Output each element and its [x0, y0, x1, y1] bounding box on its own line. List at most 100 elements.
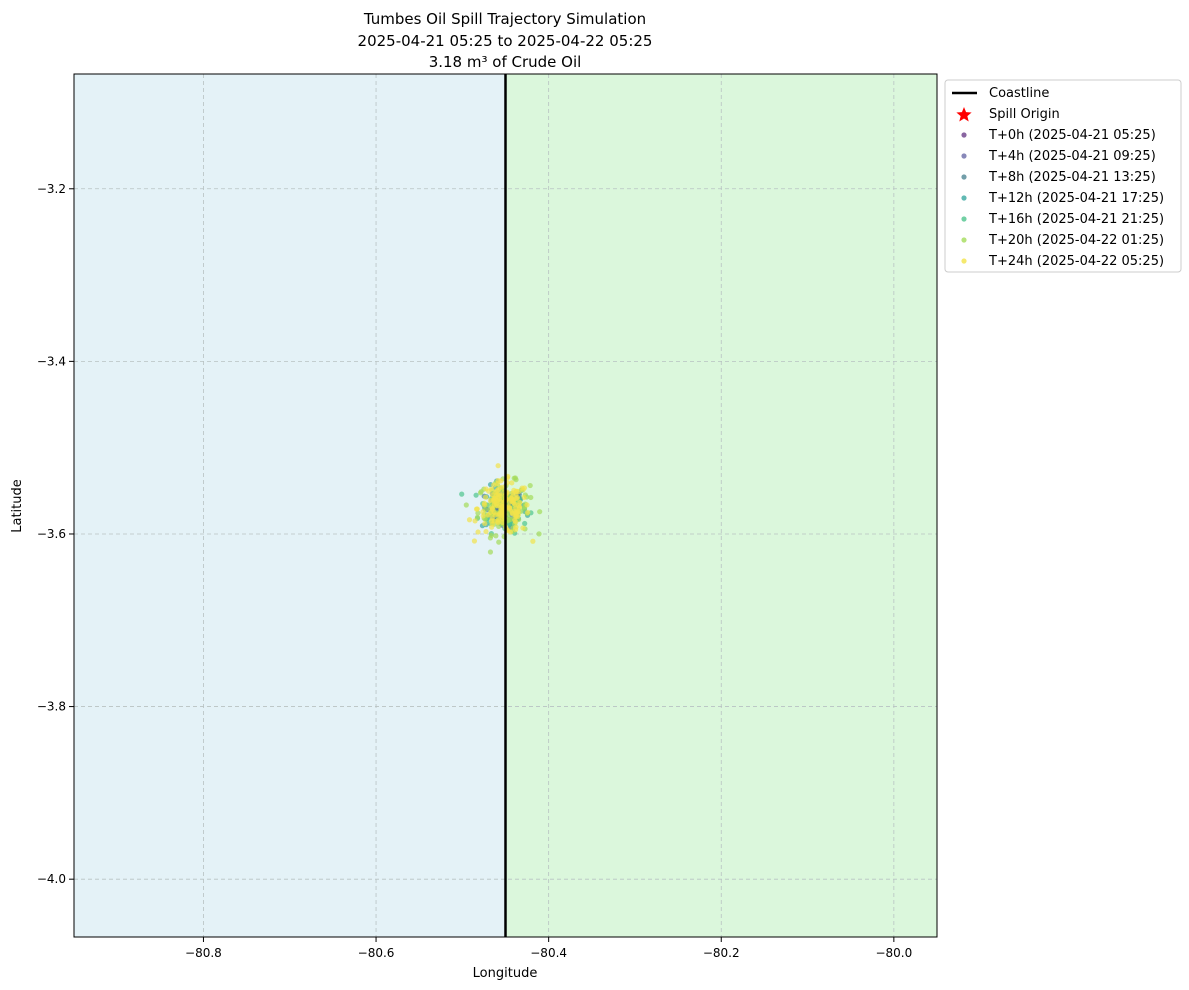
- particle-point: [459, 491, 465, 497]
- particle-point: [495, 463, 501, 469]
- particle-point: [512, 501, 518, 507]
- particle-point: [514, 514, 521, 520]
- particle-point: [492, 489, 499, 495]
- legend-spill-origin-label: Spill Origin: [989, 107, 1060, 122]
- legend-series-marker: [961, 195, 967, 201]
- legend-series-marker: [961, 237, 967, 243]
- x-tick-label: −80.0: [875, 946, 912, 960]
- legend-series-label: T+0h (2025-04-21 05:25): [988, 128, 1156, 143]
- particle-point: [482, 520, 488, 527]
- particle-point: [488, 532, 494, 539]
- legend-series-marker: [961, 174, 967, 180]
- y-tick-label: −3.4: [37, 354, 66, 368]
- particle-point: [491, 495, 497, 501]
- particle-point: [493, 533, 499, 539]
- particle-point: [483, 494, 489, 500]
- particle-point: [520, 525, 526, 531]
- particle-point: [488, 509, 494, 515]
- legend-series-label: T+8h (2025-04-21 13:25): [988, 170, 1156, 185]
- particle-point: [495, 478, 501, 484]
- particle-point: [472, 518, 478, 524]
- plot-area: [73, 73, 938, 938]
- legend-spill-origin-star-icon: [956, 107, 972, 122]
- particle-point: [524, 502, 530, 508]
- x-tick-label: −80.2: [703, 946, 740, 960]
- particle-point: [497, 512, 504, 519]
- particle-point: [536, 531, 542, 537]
- particle-point: [517, 499, 523, 506]
- legend-series-label: T+20h (2025-04-22 01:25): [988, 233, 1164, 248]
- particle-point: [496, 502, 502, 508]
- legend-series-label: T+12h (2025-04-21 17:25): [988, 191, 1164, 206]
- particle-point: [487, 497, 494, 504]
- y-tick-label: −3.8: [37, 700, 66, 714]
- particle-point: [481, 500, 487, 506]
- particle-point: [525, 509, 531, 515]
- particle-point: [513, 477, 519, 483]
- particle-point: [473, 506, 480, 512]
- y-tick-label: −4.0: [37, 872, 66, 886]
- chart-title-line-1: Tumbes Oil Spill Trajectory Simulation: [363, 10, 646, 28]
- legend-series-label: T+4h (2025-04-21 09:25): [988, 149, 1156, 164]
- legend-series-label: T+16h (2025-04-21 21:25): [988, 212, 1164, 227]
- sea-region: [74, 74, 506, 937]
- particle-point: [509, 480, 515, 486]
- grid-lines: [74, 74, 937, 937]
- legend-series-marker: [961, 132, 967, 138]
- particle-point: [496, 539, 502, 545]
- legend-series-label: T+24h (2025-04-22 05:25): [988, 254, 1164, 269]
- particle-point: [528, 494, 534, 501]
- chart-title-line-2: 2025-04-21 05:25 to 2025-04-22 05:25: [358, 32, 653, 50]
- y-tick-label: −3.2: [37, 182, 66, 196]
- particle-point: [483, 528, 489, 535]
- particle-point: [489, 515, 495, 521]
- particle-point: [491, 482, 497, 488]
- particle-point: [487, 549, 494, 555]
- particle-point: [488, 486, 494, 492]
- legend-series-marker: [961, 216, 967, 222]
- legend-series-marker: [961, 153, 967, 159]
- particle-point: [537, 509, 543, 515]
- x-tick-label: −80.6: [358, 946, 395, 960]
- particle-point: [512, 527, 519, 533]
- legend-box: [944, 79, 1182, 273]
- legend: Coastline Spill Origin T+0h (2025-04-21 05…: [944, 79, 1182, 273]
- y-axis-ticks: −3.2 −3.4 −3.6 −3.8 −4.0: [37, 182, 74, 886]
- particle-point: [478, 489, 484, 495]
- y-axis-label: Latitude: [10, 479, 25, 533]
- particle-point: [483, 486, 489, 492]
- particle-point: [527, 482, 533, 489]
- particle-point: [466, 517, 473, 523]
- particle-point: [500, 519, 506, 526]
- particle-point: [513, 519, 519, 525]
- chart-title: Tumbes Oil Spill Trajectory Simulation 2…: [358, 10, 653, 71]
- legend-coastline-label: Coastline: [989, 86, 1049, 101]
- x-tick-label: −80.8: [185, 946, 222, 960]
- particle-point: [475, 529, 481, 535]
- x-tick-label: −80.4: [530, 946, 567, 960]
- chart-title-line-3: 3.18 m³ of Crude Oil: [429, 53, 582, 71]
- particle-point: [480, 509, 486, 515]
- particle-point: [496, 491, 503, 497]
- particle-point: [507, 529, 514, 535]
- legend-series-marker: [961, 258, 967, 264]
- particle-point: [530, 538, 536, 544]
- particle-point: [473, 492, 479, 498]
- particle-point: [521, 494, 527, 501]
- particle-point: [515, 509, 522, 515]
- plot-frame: [73, 73, 938, 938]
- particle-point: [511, 487, 517, 493]
- particle-point: [471, 538, 478, 544]
- particle-point: [513, 495, 519, 502]
- particle-point: [475, 510, 481, 516]
- x-axis-label: Longitude: [473, 966, 538, 981]
- x-axis-ticks: −80.8 −80.6 −80.4 −80.2 −80.0: [185, 937, 912, 960]
- particle-point: [489, 524, 495, 530]
- particle-point: [520, 487, 526, 493]
- particle-point: [480, 513, 486, 519]
- y-tick-label: −3.6: [37, 527, 66, 541]
- particle-point: [522, 520, 528, 527]
- particle-point: [489, 505, 495, 511]
- particle-point: [463, 502, 469, 508]
